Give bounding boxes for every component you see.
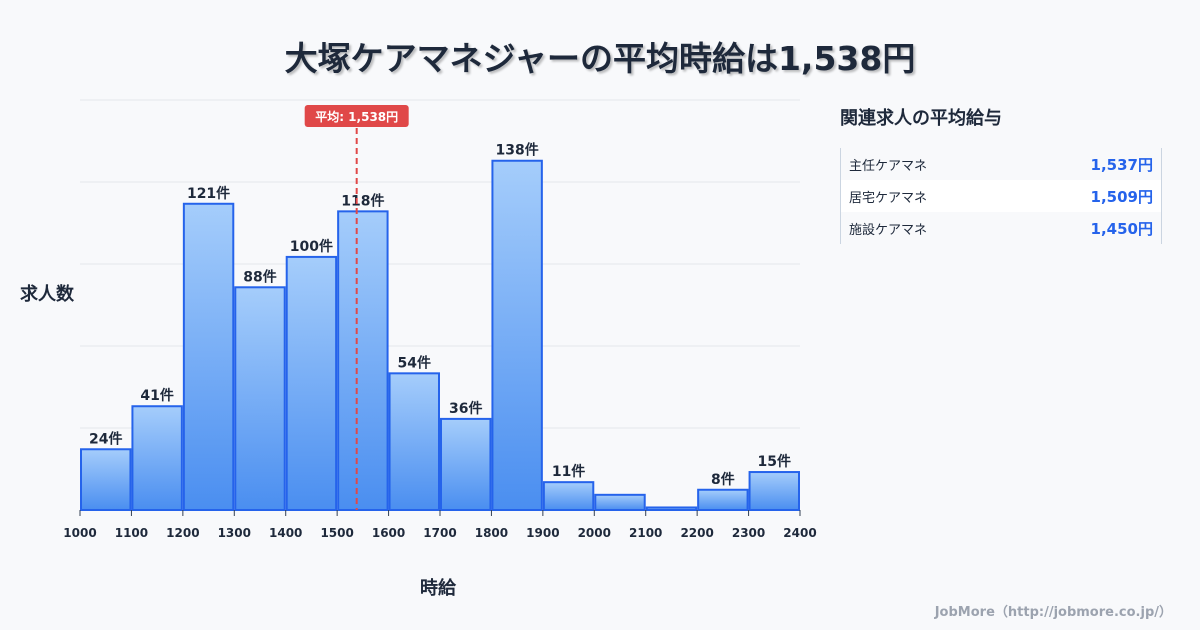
bar — [645, 506, 698, 512]
related-salaries-panel: 関連求人の平均給与 主任ケアマネ 1,537円 居宅ケアマネ 1,509円 施設ケア… — [840, 104, 1162, 244]
related-value: 1,537円 — [1090, 155, 1153, 174]
x-tick-label: 1800 — [475, 526, 508, 540]
bar-label: 15件 — [758, 453, 791, 470]
bar — [182, 202, 235, 511]
chart-title: 大塚ケアマネジャーの平均時給は1,538円 — [284, 39, 916, 78]
bar-label: 54件 — [398, 354, 431, 371]
related-value: 1,509円 — [1090, 187, 1153, 206]
bar — [697, 488, 749, 511]
bar — [131, 405, 183, 511]
x-tick-label: 1500 — [320, 526, 353, 540]
mean-label: 平均: 1,538円 — [315, 109, 398, 124]
related-row: 主任ケアマネ 1,537円 — [841, 148, 1161, 180]
bar-label: 118件 — [341, 192, 384, 209]
x-tick-label: 1700 — [423, 526, 456, 540]
bar-label: 41件 — [140, 387, 173, 404]
x-axis-label: 時給 — [420, 578, 456, 599]
x-tick-label: 1000 — [63, 526, 96, 540]
related-row: 居宅ケアマネ 1,509円 — [841, 180, 1161, 212]
x-tick-label: 2100 — [629, 526, 662, 540]
x-tick-label: 1300 — [218, 526, 251, 540]
related-value: 1,450円 — [1090, 219, 1153, 238]
x-tick-label: 2300 — [732, 526, 765, 540]
x-tick-label: 1900 — [526, 526, 559, 540]
x-tick-label: 1100 — [115, 526, 148, 540]
bar-label: 24件 — [89, 430, 122, 447]
x-tick-label: 1200 — [166, 526, 199, 540]
related-salaries-table: 主任ケアマネ 1,537円 居宅ケアマネ 1,509円 施設ケアマネ 1,450円 — [840, 148, 1162, 244]
bar-label: 100件 — [290, 238, 333, 255]
bar — [440, 417, 492, 511]
bar-label: 8件 — [711, 471, 735, 488]
related-name: 主任ケアマネ — [849, 158, 928, 174]
bar — [388, 372, 441, 512]
bar — [80, 448, 132, 511]
bar — [234, 286, 286, 511]
x-tick-label: 1600 — [372, 526, 405, 540]
x-tick-label: 2200 — [680, 526, 713, 540]
bar — [337, 210, 389, 511]
bar — [594, 493, 646, 512]
related-name: 居宅ケアマネ — [849, 190, 928, 206]
footer-credit: JobMore（http://jobmore.co.jp/） — [934, 605, 1172, 620]
y-axis-label: 求人数 — [20, 284, 74, 305]
related-salaries-title: 関連求人の平均給与 — [840, 108, 1002, 129]
bar-label: 88件 — [243, 268, 276, 285]
x-tick-label: 2400 — [783, 526, 816, 540]
bar-label: 138件 — [496, 142, 539, 159]
bar-label: 121件 — [187, 185, 230, 202]
mean-badge — [304, 105, 409, 127]
bar — [491, 159, 543, 511]
bar-label: 36件 — [449, 400, 482, 417]
related-name: 施設ケアマネ — [849, 222, 928, 238]
bar — [748, 471, 800, 512]
x-tick-label: 2000 — [578, 526, 611, 540]
bar-label: 11件 — [552, 463, 585, 480]
bar — [285, 255, 338, 511]
bar — [542, 481, 595, 511]
x-tick-label: 1400 — [269, 526, 302, 540]
related-row: 施設ケアマネ 1,450円 — [841, 212, 1161, 244]
